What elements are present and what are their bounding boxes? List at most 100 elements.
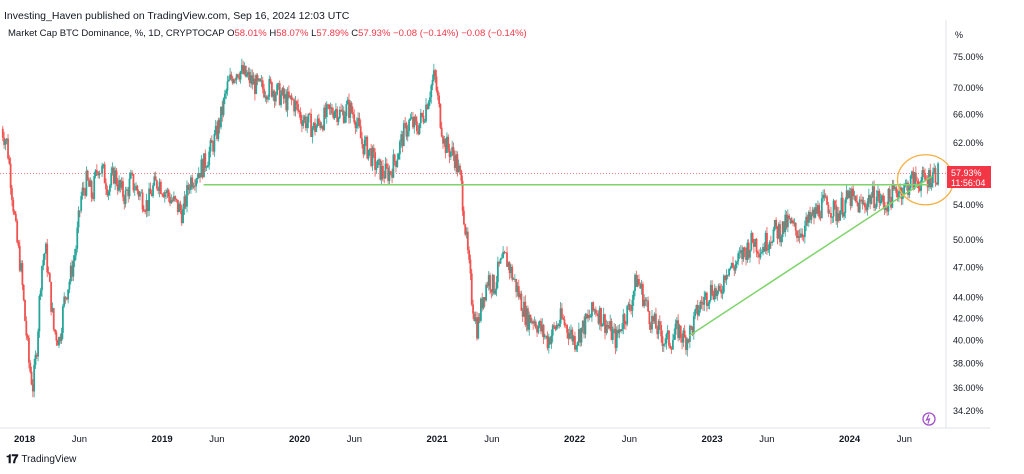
candle-body bbox=[396, 159, 399, 167]
y-tick-label: 34.20% bbox=[953, 406, 984, 416]
candle-body bbox=[755, 238, 758, 252]
candle-body bbox=[739, 250, 742, 253]
candle-body bbox=[491, 274, 494, 293]
candle-body bbox=[24, 299, 26, 321]
candle-body bbox=[844, 199, 847, 213]
candle-body bbox=[610, 321, 613, 340]
candle-body bbox=[499, 258, 502, 264]
candle-body bbox=[643, 299, 646, 306]
price-tag: 57.93% 11:56:04 bbox=[947, 166, 991, 188]
candle-body bbox=[708, 299, 711, 304]
candle-body bbox=[507, 262, 510, 267]
candle-body bbox=[592, 302, 595, 311]
candle-body bbox=[580, 327, 583, 343]
candle-body bbox=[464, 224, 467, 235]
candle-body bbox=[452, 147, 455, 156]
candle-body bbox=[206, 165, 209, 168]
y-axis: 75.00% 70.00% 66.00% 62.00% 54.00% 50.00% 47.0… bbox=[953, 52, 984, 416]
candle-body bbox=[669, 345, 672, 348]
candle-body bbox=[336, 109, 339, 122]
candle-body bbox=[546, 335, 549, 349]
x-tick-label: Jun bbox=[209, 434, 224, 445]
candle-body bbox=[78, 210, 81, 212]
candle-body bbox=[597, 314, 600, 324]
candle-body bbox=[759, 253, 762, 258]
candle-body bbox=[217, 119, 220, 139]
candle-body bbox=[709, 284, 712, 300]
candle-body bbox=[742, 247, 745, 260]
candle-body bbox=[704, 292, 707, 297]
candle-body bbox=[346, 99, 349, 105]
candle-body bbox=[712, 294, 715, 300]
candle-body bbox=[323, 107, 326, 130]
candle-body bbox=[751, 232, 754, 243]
candle-body bbox=[831, 216, 834, 218]
candle-body bbox=[363, 139, 366, 155]
candle-body bbox=[877, 190, 879, 197]
candle-body bbox=[316, 118, 319, 127]
replay-icon[interactable] bbox=[922, 412, 936, 426]
x-tick-label: Jun bbox=[622, 434, 637, 445]
candle-body bbox=[58, 337, 60, 346]
candle-body bbox=[664, 343, 666, 345]
candle-body bbox=[527, 308, 529, 330]
candle-body bbox=[200, 159, 203, 178]
candle-body bbox=[675, 320, 678, 324]
candle-body bbox=[734, 264, 737, 271]
candle-body bbox=[630, 310, 633, 311]
candle-body bbox=[311, 127, 314, 137]
candle-body bbox=[652, 315, 655, 322]
y-tick-label: 38.00% bbox=[953, 359, 984, 369]
candle-body bbox=[110, 172, 113, 186]
candle-body bbox=[873, 186, 875, 208]
candle-body bbox=[287, 91, 290, 98]
candle-body bbox=[26, 335, 29, 338]
candle-body bbox=[4, 140, 7, 145]
candle-body bbox=[231, 78, 234, 84]
candle-body bbox=[657, 321, 660, 335]
candle-body bbox=[864, 202, 866, 208]
candle-body bbox=[733, 267, 736, 271]
candle-body bbox=[85, 170, 88, 196]
candle-body bbox=[563, 319, 566, 326]
candle-body bbox=[500, 258, 503, 259]
candle-body bbox=[528, 314, 531, 330]
candle-body bbox=[90, 180, 93, 198]
candle-body bbox=[60, 332, 63, 341]
candle-body bbox=[870, 196, 873, 204]
candle-body bbox=[589, 316, 592, 318]
candle-body bbox=[832, 200, 835, 217]
candle-body bbox=[97, 172, 100, 176]
candle-body bbox=[242, 65, 245, 74]
candle-body bbox=[848, 190, 851, 199]
candle-body bbox=[409, 118, 412, 121]
candle-body bbox=[137, 191, 140, 197]
y-tick-label: 70.00% bbox=[953, 83, 984, 93]
candle-body bbox=[879, 200, 882, 203]
x-tick-label: 2023 bbox=[702, 434, 723, 445]
candle-body bbox=[576, 342, 579, 346]
candle-body bbox=[257, 78, 260, 81]
candle-body bbox=[435, 76, 438, 91]
candle-body bbox=[632, 290, 635, 300]
candle-body bbox=[544, 336, 546, 338]
candle-body bbox=[670, 347, 673, 350]
candle-body bbox=[826, 196, 828, 205]
candle-body bbox=[30, 371, 33, 385]
candle-body bbox=[884, 207, 887, 210]
candle-body bbox=[853, 195, 856, 197]
candle-body bbox=[234, 79, 237, 81]
candle-body bbox=[41, 266, 43, 291]
candle-body bbox=[320, 125, 323, 128]
candle-body bbox=[823, 194, 826, 198]
candle-body bbox=[894, 187, 896, 190]
candle-body bbox=[112, 167, 115, 184]
candle-body bbox=[666, 330, 669, 335]
candle-body bbox=[426, 104, 429, 110]
candle-body bbox=[470, 273, 473, 305]
tradingview-footer[interactable]: 𝟏𝟕 TradingView bbox=[6, 452, 76, 467]
high-label: H bbox=[269, 28, 277, 39]
candle-body bbox=[622, 314, 625, 329]
candle-body bbox=[545, 335, 548, 337]
